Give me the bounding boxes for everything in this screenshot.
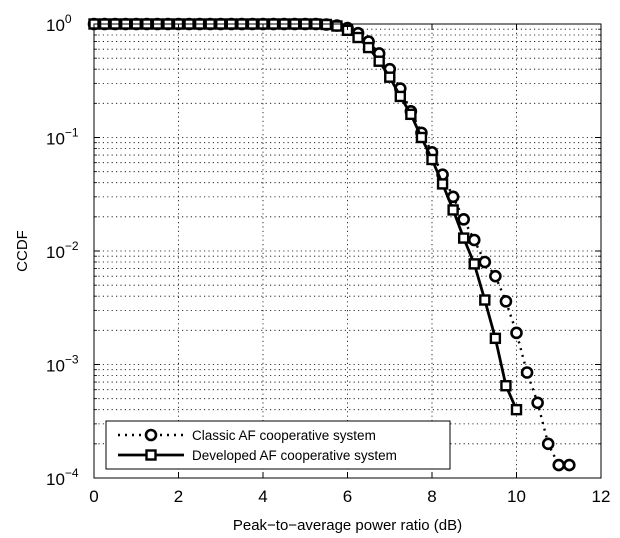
series-2-point xyxy=(362,41,375,54)
series-2-point xyxy=(447,204,459,216)
legend-marker-2 xyxy=(145,449,157,461)
y-tick-label: 10−1 xyxy=(46,126,79,149)
x-tick-label: 2 xyxy=(174,487,183,506)
series-2-point xyxy=(405,108,417,121)
series-1-point xyxy=(541,437,555,451)
legend: Classic AF cooperative system Developed A… xyxy=(105,420,451,470)
legend-label-1: Classic AF cooperative system xyxy=(192,428,376,443)
series-1-point xyxy=(520,366,534,379)
y-tick-label: 10−2 xyxy=(46,239,79,262)
series-1-point xyxy=(457,213,470,226)
series-1-point xyxy=(510,326,523,340)
x-tick-label: 4 xyxy=(258,487,267,506)
series-2-point xyxy=(479,294,491,306)
x-tick-label: 8 xyxy=(427,487,436,506)
y-axis-label: CCDF xyxy=(14,230,31,272)
series-2-point xyxy=(331,20,343,32)
y-tick-label: 100 xyxy=(46,12,72,35)
y-tick-label: 10−4 xyxy=(46,466,79,489)
legend-label-2: Developed AF cooperative system xyxy=(192,448,397,463)
series-1-point xyxy=(499,295,513,308)
series-2-point xyxy=(510,403,523,416)
x-tick-label: 10 xyxy=(507,487,526,506)
series-2-point xyxy=(373,55,385,67)
x-tick-label: 6 xyxy=(343,487,352,506)
series-2-point xyxy=(500,380,512,392)
series-2-point xyxy=(468,258,480,270)
series-1-point xyxy=(531,396,544,410)
series-2-point xyxy=(426,153,438,166)
series-2-point xyxy=(352,31,364,44)
series-2-point xyxy=(489,332,502,345)
legend-marker-1 xyxy=(144,428,158,442)
series-1-point xyxy=(478,255,492,269)
series-2-point xyxy=(457,232,470,244)
series-1-point xyxy=(467,233,481,247)
series-1-point xyxy=(563,458,576,472)
x-axis-label: Peak−to−average power ratio (dB) xyxy=(233,517,462,534)
series-2-point xyxy=(436,178,449,190)
legend-box xyxy=(105,420,451,470)
x-tick-label: 0 xyxy=(89,487,98,506)
x-tick-label: 12 xyxy=(592,487,611,506)
series-1-point xyxy=(489,269,502,283)
axis-ticks: 0 2 4 6 8 10 12 100 10−1 10−2 10−3 10−4 xyxy=(46,12,610,506)
y-tick-label: 10−3 xyxy=(46,353,79,376)
series-2-point xyxy=(415,131,428,144)
series-2-point xyxy=(384,71,396,83)
series-2-point xyxy=(394,90,407,103)
series-1-point xyxy=(552,458,566,472)
